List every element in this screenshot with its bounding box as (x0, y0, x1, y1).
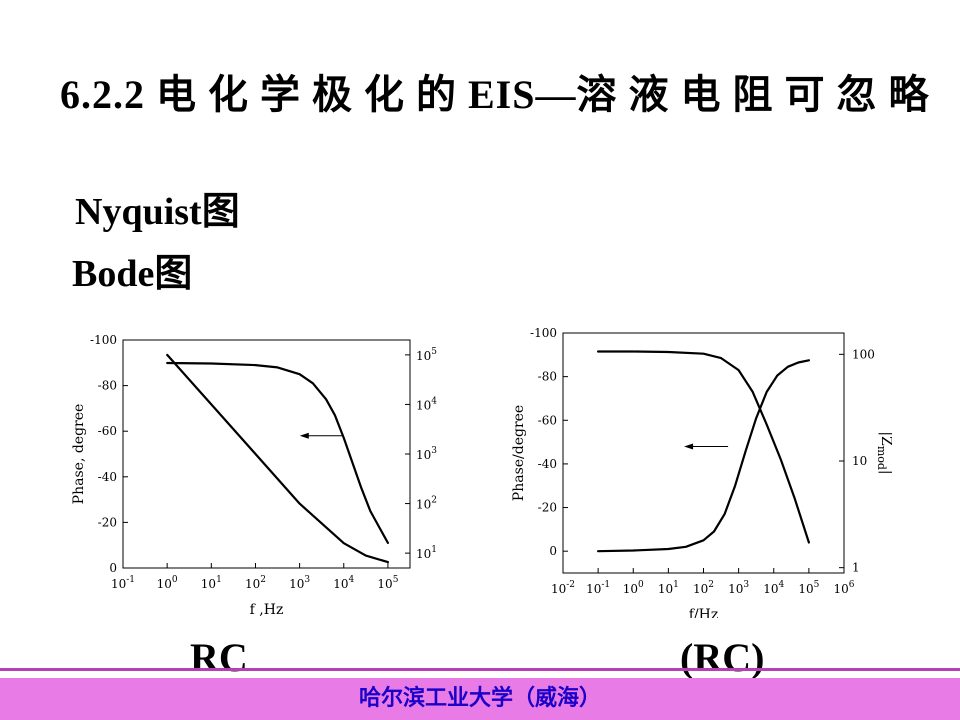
y-tick-label: -20 (538, 501, 557, 515)
y-axis-label: Phase/degree (511, 405, 527, 501)
x-tick-label: 106 (833, 580, 854, 596)
caption-rc-parallel: (RC) (680, 635, 765, 680)
plot-frame (562, 332, 845, 574)
x-tick-label: 101 (658, 580, 679, 596)
y-tick-label: -60 (538, 413, 557, 427)
y2-tick-label: 100 (852, 347, 875, 361)
x-tick-label: 105 (798, 580, 819, 596)
x-tick-label: 100 (157, 575, 178, 591)
y2-tick-label: 101 (416, 545, 437, 561)
x-tick-label: 10-1 (586, 580, 610, 596)
x-tick-label: 105 (377, 575, 398, 591)
bode-chart-left: -100 -80 -60 -40 -20 010-1 100 101 102 103 104 105 1… (71, 333, 437, 618)
y-axis-label: Phase, degree (71, 404, 87, 505)
footer-banner: 哈尔滨工业大学（威海） (0, 678, 960, 720)
series-line-2 (166, 361, 389, 544)
arrow-head (684, 443, 694, 450)
caption-rc: RC (190, 635, 248, 680)
nyquist-item: Nyquist图 (75, 191, 240, 233)
y-tick-label: -60 (98, 424, 117, 438)
x-tick-label: 103 (728, 580, 749, 596)
x-tick-label: 102 (693, 580, 714, 596)
y-tick-label: -100 (90, 333, 117, 347)
x-tick-label: 10-2 (551, 580, 575, 596)
y-tick-label: -20 (98, 515, 117, 529)
series-line-2 (596, 350, 810, 544)
y-tick-label: -80 (98, 379, 117, 393)
x-axis-label: f/Hz (689, 607, 718, 618)
x-axis-label: f ,Hz (250, 602, 284, 618)
y2-tick-label: 10 (852, 454, 867, 468)
footer-text: 哈尔滨工业大学（威海） (358, 686, 601, 711)
plot-frame (122, 339, 411, 569)
y-tick-label: -100 (530, 326, 557, 340)
y-tick-label: -40 (538, 457, 557, 471)
y2-tick-label: 1 (852, 561, 860, 575)
y2-tick-label: 104 (416, 396, 437, 412)
y-tick-label: 0 (109, 561, 117, 575)
y2-tick-label: 105 (416, 347, 437, 363)
y2-tick-label: 103 (416, 446, 437, 462)
footer-divider (0, 668, 960, 671)
y2-axis-label: |Zmod| (875, 431, 892, 474)
x-tick-label: 10-1 (111, 575, 135, 591)
arrow-head (299, 432, 309, 439)
y-tick-label: -80 (538, 370, 557, 384)
series-line-1 (166, 353, 389, 564)
x-tick-label: 102 (245, 575, 266, 591)
x-tick-label: 101 (201, 575, 222, 591)
x-tick-label: 100 (623, 580, 644, 596)
page-title: 6.2.2 电 化 学 极 化 的 EIS—溶 液 电 阻 可 忽 略 (60, 72, 930, 117)
y-tick-label: 0 (549, 544, 557, 558)
x-tick-label: 104 (333, 575, 354, 591)
x-tick-label: 104 (763, 580, 784, 596)
x-tick-label: 103 (289, 575, 310, 591)
y-tick-label: -40 (98, 470, 117, 484)
y2-tick-label: 102 (416, 496, 437, 512)
bode-item: Bode图 (72, 253, 193, 295)
series-line-1 (596, 359, 810, 553)
